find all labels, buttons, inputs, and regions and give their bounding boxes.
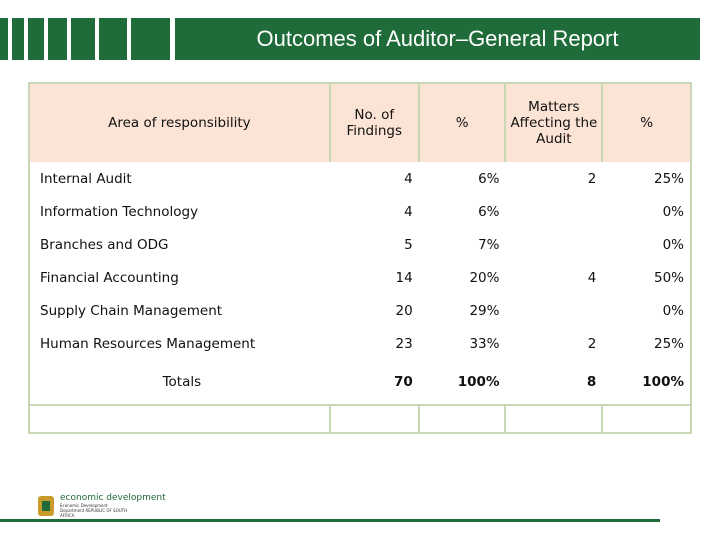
cell: 4	[587, 269, 597, 286]
cell: Financial Accounting	[40, 269, 179, 286]
empty-cell	[328, 404, 420, 434]
cell: 4	[404, 203, 413, 220]
logo-text: economic development	[60, 493, 166, 503]
cell: Supply Chain Management	[40, 302, 223, 319]
cell: 0%	[662, 203, 684, 220]
table-row: Supply Chain Management 20 29% 0%	[29, 294, 691, 327]
empty-cell	[417, 404, 507, 434]
cell	[505, 228, 602, 261]
cell: 100%	[457, 374, 500, 390]
cell: Human Resources Management	[40, 335, 256, 352]
cell: 7%	[478, 236, 500, 253]
cell: 5	[404, 236, 413, 253]
footer-line	[0, 519, 660, 522]
cell: 100%	[642, 374, 684, 390]
logo: economic development Economic Developmen…	[36, 492, 166, 520]
column-header: No. of Findings	[328, 82, 420, 162]
cell: 0%	[662, 302, 684, 319]
cell: 23	[395, 335, 413, 352]
cell: 4	[404, 170, 413, 187]
cell: Branches and ODG	[40, 236, 169, 253]
table-row: Internal Audit 4 6% 2 25%	[29, 162, 691, 195]
cell: Information Technology	[40, 203, 199, 220]
empty-row	[28, 404, 692, 434]
cell: 8	[586, 374, 597, 390]
table-row: Branches and ODG 5 7% 0%	[29, 228, 691, 261]
cell: 2	[587, 335, 597, 352]
findings-table: Area of responsibility No. of Findings% Ma…	[28, 82, 692, 434]
cell: 50%	[653, 269, 684, 286]
cell: 33%	[469, 335, 500, 352]
empty-cell	[504, 404, 604, 434]
title: Outcomes of Auditor–General Report	[175, 18, 700, 60]
cell: Totals	[162, 374, 202, 390]
column-header: Area of responsibility	[28, 82, 331, 162]
cell: 29%	[469, 302, 500, 319]
cell: 25%	[653, 170, 684, 187]
cell: 70	[393, 374, 413, 390]
cell: 20	[395, 302, 413, 319]
column-header: Matters Affecting the Audit	[504, 82, 604, 162]
table-row: Human Resources Management 23 33% 2 25%	[29, 327, 691, 360]
cell: 25%	[653, 335, 684, 352]
table-row: Information Technology 4 6% 0%	[29, 195, 691, 228]
logo-small-text: Economic Development Department REPUBLIC…	[60, 503, 128, 518]
cell: 6%	[478, 170, 500, 187]
empty-cell	[601, 404, 692, 434]
cell: 20%	[469, 269, 500, 286]
table-row: Financial Accounting 14 20% 4 50%	[29, 261, 691, 294]
cell	[505, 195, 602, 228]
column-header: %	[601, 82, 692, 162]
header-stripes	[0, 18, 170, 60]
cell: 14	[395, 269, 413, 286]
cell: Internal Audit	[40, 170, 132, 187]
logo-emblem	[38, 496, 54, 516]
empty-cell	[28, 404, 331, 434]
table-row: Totals 70 100% 8 100%	[29, 360, 691, 405]
cell	[505, 294, 602, 327]
cell: 6%	[478, 203, 500, 220]
cell: 2	[587, 170, 597, 187]
cell: 0%	[662, 236, 684, 253]
column-header: %	[417, 82, 507, 162]
